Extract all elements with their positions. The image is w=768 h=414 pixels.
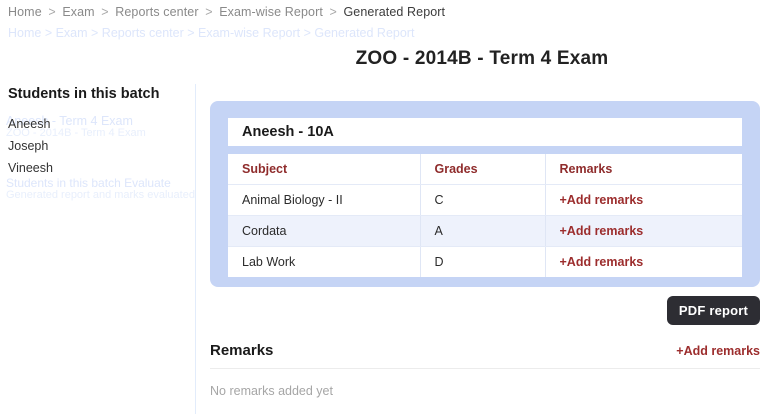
- breadcrumb-item-home[interactable]: Home: [8, 5, 42, 19]
- table-row: Cordata A +Add remarks: [228, 215, 742, 247]
- page-title: ZOO - 2014B - Term 4 Exam: [355, 48, 609, 69]
- cell-subject: Lab Work: [228, 246, 421, 277]
- cell-remarks: +Add remarks: [545, 215, 742, 247]
- remarks-title: Remarks: [210, 342, 274, 359]
- report-card: Aneesh - 10A Subject Grades Remarks Anim…: [210, 101, 760, 287]
- breadcrumb-separator: >: [48, 5, 56, 19]
- grades-table: Subject Grades Remarks Animal Biology - …: [228, 154, 742, 277]
- card-student-header: Aneesh - 10A: [228, 118, 742, 146]
- students-sidebar: Students in this batch Aneesh Joseph Vin…: [0, 84, 196, 414]
- list-item[interactable]: Joseph: [8, 139, 49, 153]
- breadcrumb-item-exam-wise-report[interactable]: Exam-wise Report: [219, 5, 323, 19]
- breadcrumb-separator: >: [329, 5, 337, 19]
- column-header-grades: Grades: [420, 154, 546, 185]
- column-header-remarks: Remarks: [545, 154, 742, 185]
- breadcrumb-item-generated-report: Generated Report: [343, 5, 446, 19]
- add-remarks-link[interactable]: +Add remarks: [676, 344, 760, 358]
- card-student-name: Aneesh - 10A: [242, 124, 334, 140]
- ghost-artifact-breadcrumb: Home > Exam > Reports center > Exam-wise…: [8, 26, 415, 40]
- remarks-header: Remarks +Add remarks: [210, 342, 760, 369]
- student-list: Aneesh Joseph Vineesh: [0, 114, 196, 180]
- table-header-row: Subject Grades Remarks: [228, 154, 742, 185]
- pdf-report-button[interactable]: PDF report: [667, 296, 760, 325]
- remarks-section: Remarks +Add remarks No remarks added ye…: [210, 342, 760, 398]
- cell-grade: C: [420, 184, 546, 216]
- list-item[interactable]: Aneesh: [8, 117, 51, 131]
- cell-subject: Animal Biology - II: [228, 184, 421, 216]
- add-remarks-link[interactable]: +Add remarks: [559, 193, 644, 207]
- sidebar-title: Students in this batch: [8, 86, 160, 102]
- cell-grade: D: [420, 246, 546, 277]
- table-row: Lab Work D +Add remarks: [228, 246, 742, 277]
- cell-remarks: +Add remarks: [545, 246, 742, 277]
- breadcrumb: Home > Exam > Reports center > Exam-wise…: [8, 5, 445, 19]
- breadcrumb-separator: >: [101, 5, 109, 19]
- breadcrumb-item-reports-center[interactable]: Reports center: [115, 5, 199, 19]
- breadcrumb-separator: >: [205, 5, 213, 19]
- list-item[interactable]: Vineesh: [8, 161, 53, 175]
- add-remarks-link[interactable]: +Add remarks: [559, 255, 644, 269]
- breadcrumb-item-exam[interactable]: Exam: [62, 5, 95, 19]
- table-row: Animal Biology - II C +Add remarks: [228, 184, 742, 216]
- cell-grade: A: [420, 215, 546, 247]
- cell-subject: Cordata: [228, 215, 421, 247]
- remarks-empty-message: No remarks added yet: [210, 384, 333, 398]
- add-remarks-link[interactable]: +Add remarks: [559, 224, 644, 238]
- cell-remarks: +Add remarks: [545, 184, 742, 216]
- column-header-subject: Subject: [228, 154, 421, 185]
